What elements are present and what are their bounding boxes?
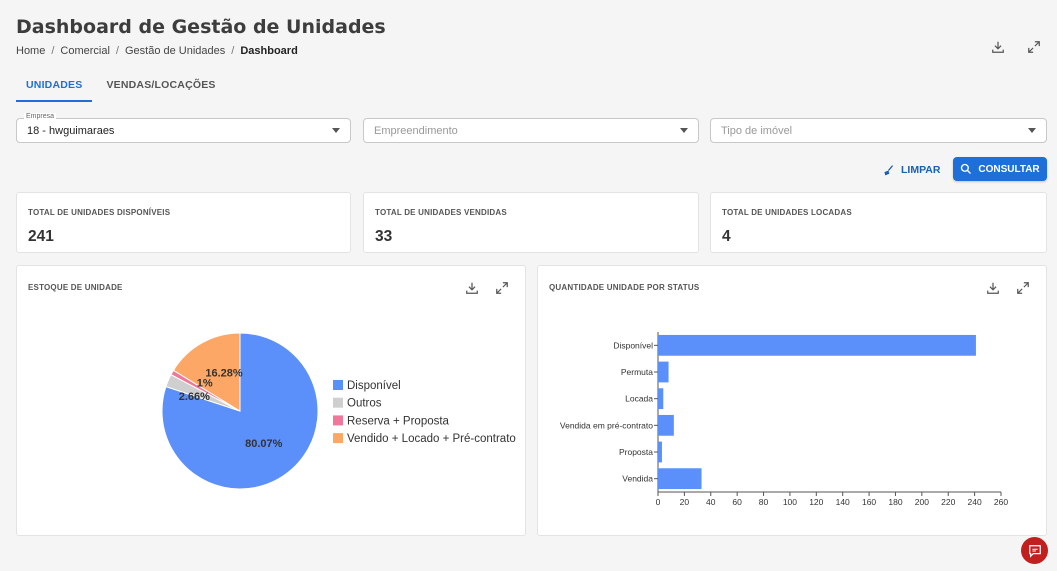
empresa-value: 18 - hwguimaraes xyxy=(27,124,115,137)
y-tick-label: Proposta xyxy=(619,447,653,457)
legend-label[interactable]: Reserva + Proposta xyxy=(347,415,450,427)
y-tick-label: Vendida em pré-contrato xyxy=(560,420,653,430)
kpi-card-disponiveis: TOTAL DE UNIDADES DISPONÍVEIS 241 xyxy=(16,192,351,253)
x-tick-label: 260 xyxy=(994,497,1008,507)
chevron-down-icon xyxy=(332,128,340,133)
bar[interactable] xyxy=(658,441,662,463)
chart-actions xyxy=(463,279,511,297)
kpi-value: 241 xyxy=(28,228,54,245)
tab-unidades[interactable]: UNIDADES xyxy=(16,72,93,102)
empreendimento-placeholder: Empreendimento xyxy=(374,124,458,137)
chart-download-button[interactable] xyxy=(984,279,1002,297)
chart-fullscreen-button[interactable] xyxy=(493,279,511,297)
pie-slice-label: 1% xyxy=(197,378,213,390)
limpar-label: LIMPAR xyxy=(901,164,941,176)
x-tick-label: 100 xyxy=(783,497,797,507)
tipo-imovel-placeholder: Tipo de imóvel xyxy=(721,124,793,137)
x-tick-label: 220 xyxy=(941,497,955,507)
expand-icon xyxy=(1017,282,1029,294)
kpi-card-locadas: TOTAL DE UNIDADES LOCADAS 4 xyxy=(710,192,1047,253)
chart-fullscreen-button[interactable] xyxy=(1014,279,1032,297)
chat-icon xyxy=(1028,544,1041,558)
chart-title: QUANTIDADE UNIDADE POR STATUS xyxy=(549,283,700,292)
kpi-value: 33 xyxy=(375,228,393,245)
bar[interactable] xyxy=(658,388,664,410)
pie-slice-label: 80.07% xyxy=(245,438,283,450)
broom-icon xyxy=(884,164,894,175)
legend-label[interactable]: Vendido + Locado + Pré-contrato xyxy=(347,433,516,445)
y-tick-label: Permuta xyxy=(621,367,653,377)
breadcrumb: Home / Comercial / Gestão de Unidades / … xyxy=(16,45,298,57)
estoque-chart-card: ESTOQUE DE UNIDADE 80.07% 2.66% 1% 16.28% Di… xyxy=(16,265,526,536)
legend-swatch xyxy=(333,415,343,426)
kpi-label: TOTAL DE UNIDADES VENDIDAS xyxy=(375,208,507,217)
y-tick-label: Vendida xyxy=(622,474,653,484)
tab-bar: UNIDADES VENDAS/LOCAÇÕES xyxy=(16,72,226,102)
tab-vendas-locacoes[interactable]: VENDAS/LOCAÇÕES xyxy=(106,79,216,91)
pie-chart: 80.07% 2.66%1%16.28% Disponível Outros Reser… xyxy=(161,332,516,490)
chevron-down-icon xyxy=(680,128,688,133)
empreendimento-select[interactable]: Empreendimento xyxy=(363,118,699,143)
kpi-card-vendidas: TOTAL DE UNIDADES VENDIDAS 33 xyxy=(363,192,699,253)
page-title: Dashboard de Gestão de Unidades xyxy=(16,16,386,38)
download-button[interactable] xyxy=(989,38,1007,56)
y-tick-label: Disponível xyxy=(613,340,653,350)
x-tick-label: 120 xyxy=(809,497,823,507)
breadcrumb-comercial[interactable]: Comercial xyxy=(60,45,110,57)
fullscreen-button[interactable] xyxy=(1025,38,1043,56)
bar[interactable] xyxy=(658,468,702,490)
x-tick-label: 80 xyxy=(759,497,769,507)
search-icon xyxy=(961,163,972,174)
breadcrumb-home[interactable]: Home xyxy=(16,45,46,57)
download-icon xyxy=(466,282,478,294)
breadcrumb-separator: / xyxy=(115,45,119,57)
pie-slice-label: 2.66% xyxy=(179,391,210,403)
status-chart-card: QUANTIDADE UNIDADE POR STATUS Disponível… xyxy=(537,265,1047,536)
x-tick-label: 40 xyxy=(706,497,716,507)
chat-button[interactable] xyxy=(1021,537,1048,564)
x-tick-label: 240 xyxy=(968,497,982,507)
expand-icon xyxy=(1028,41,1040,53)
x-tick-label: 20 xyxy=(680,497,690,507)
consultar-label: CONSULTAR xyxy=(978,163,1040,175)
chart-download-button[interactable] xyxy=(463,279,481,297)
breadcrumb-current: Dashboard xyxy=(240,45,298,57)
pie-slice-label: 16.28% xyxy=(205,367,243,379)
x-tick-label: 160 xyxy=(862,497,876,507)
breadcrumb-separator: / xyxy=(231,45,235,57)
breadcrumb-gestao[interactable]: Gestão de Unidades xyxy=(124,45,226,57)
x-tick-label: 180 xyxy=(888,497,902,507)
legend-swatch xyxy=(333,380,343,390)
y-tick-label: Locada xyxy=(625,394,653,404)
bar[interactable] xyxy=(658,361,669,383)
legend-label[interactable]: Outros xyxy=(347,398,382,410)
bar[interactable] xyxy=(658,334,976,356)
breadcrumb-separator: / xyxy=(51,45,55,57)
kpi-value: 4 xyxy=(722,228,731,245)
chart-actions xyxy=(984,279,1032,297)
limpar-button[interactable]: LIMPAR xyxy=(882,160,940,180)
empresa-label: Empresa xyxy=(24,113,57,120)
page-actions xyxy=(989,38,1043,56)
pie-slice[interactable] xyxy=(172,332,241,412)
empresa-select[interactable]: Empresa 18 - hwguimaraes xyxy=(16,113,351,143)
legend-label[interactable]: Disponível xyxy=(347,380,401,392)
kpi-label: TOTAL DE UNIDADES LOCADAS xyxy=(722,208,852,217)
x-tick-label: 140 xyxy=(836,497,850,507)
chevron-down-icon xyxy=(1028,128,1036,133)
x-tick-label: 60 xyxy=(732,497,742,507)
bar-chart: Disponível Permuta Locada Vendida em pré-co… xyxy=(560,332,1008,507)
legend-swatch xyxy=(333,433,343,444)
legend-swatch xyxy=(333,397,343,408)
x-tick-label: 0 xyxy=(656,497,661,507)
chart-title: ESTOQUE DE UNIDADE xyxy=(28,283,123,292)
x-tick-label: 200 xyxy=(915,497,929,507)
download-icon xyxy=(992,41,1004,53)
tipo-imovel-select[interactable]: Tipo de imóvel xyxy=(710,118,1047,143)
download-icon xyxy=(987,282,999,294)
consultar-button[interactable]: CONSULTAR xyxy=(953,157,1047,181)
kpi-label: TOTAL DE UNIDADES DISPONÍVEIS xyxy=(28,208,171,217)
expand-icon xyxy=(496,282,508,294)
bar[interactable] xyxy=(658,414,674,436)
